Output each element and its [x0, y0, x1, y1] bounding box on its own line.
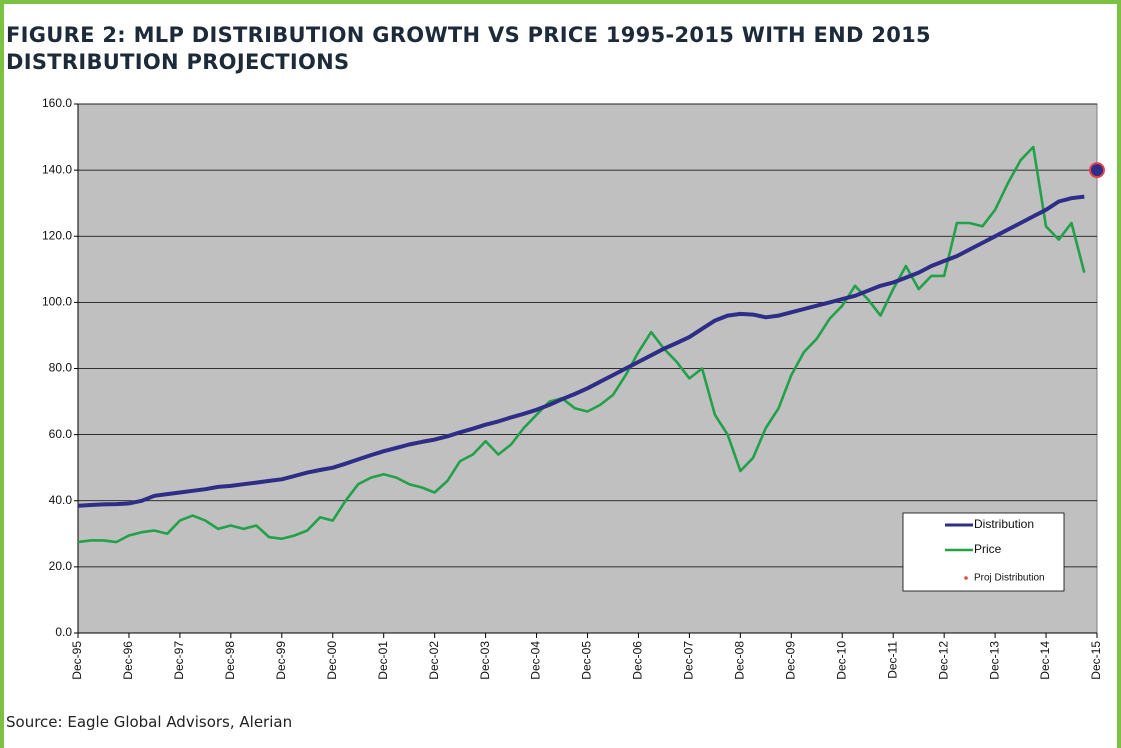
y-tick-label: 100.0	[42, 295, 72, 309]
x-tick-label: Dec-96	[121, 641, 135, 680]
x-tick-label: Dec-98	[223, 641, 237, 680]
x-tick-label: Dec-01	[376, 641, 390, 680]
x-tick-label: Dec-03	[478, 641, 492, 680]
x-tick-label: Dec-11	[885, 641, 899, 679]
y-tick-label: 40.0	[49, 493, 73, 507]
y-tick-label: 60.0	[49, 427, 73, 441]
y-tick-label: 120.0	[42, 228, 72, 242]
x-tick-label: Dec-10	[834, 641, 848, 680]
source-note: Source: Eagle Global Advisors, Alerian	[6, 713, 293, 731]
x-tick-label: Dec-05	[580, 641, 594, 680]
y-tick-label: 160.0	[42, 96, 72, 110]
x-tick-label: Dec-14	[1038, 641, 1052, 680]
x-tick-label: Dec-00	[325, 641, 339, 680]
projection-point	[1089, 162, 1105, 179]
y-tick-label: 0.0	[55, 625, 72, 639]
x-tick-label: Dec-02	[427, 641, 441, 680]
x-tick-label: Dec-08	[733, 641, 747, 680]
legend-label: Proj Distribution	[974, 573, 1045, 584]
x-tick-label: Dec-09	[783, 641, 797, 680]
x-tick-label: Dec-06	[631, 641, 645, 680]
legend-swatch	[964, 576, 968, 580]
x-tick-label: Dec-15	[1089, 641, 1103, 680]
x-tick-label: Dec-95	[70, 641, 84, 680]
x-tick-label: Dec-07	[682, 641, 696, 680]
y-tick-label: 140.0	[42, 162, 72, 176]
series-line	[77, 145, 1086, 544]
x-tick-label: Dec-13	[987, 641, 1001, 680]
legend-box	[902, 512, 1065, 592]
x-tick-label: Dec-99	[274, 641, 288, 680]
chart-title: FIGURE 2: MLP DISTRIBUTION GROWTH VS PRI…	[6, 23, 931, 74]
x-tick-label: Dec-97	[172, 641, 186, 680]
series-line	[77, 194, 1085, 508]
x-tick-label: Dec-04	[529, 641, 543, 680]
x-tick-label: Dec-12	[936, 641, 950, 680]
y-tick-label: 80.0	[49, 361, 73, 375]
legend-label: Price	[974, 542, 1002, 556]
y-tick-label: 20.0	[49, 559, 73, 573]
legend-label: Distribution	[974, 517, 1034, 531]
